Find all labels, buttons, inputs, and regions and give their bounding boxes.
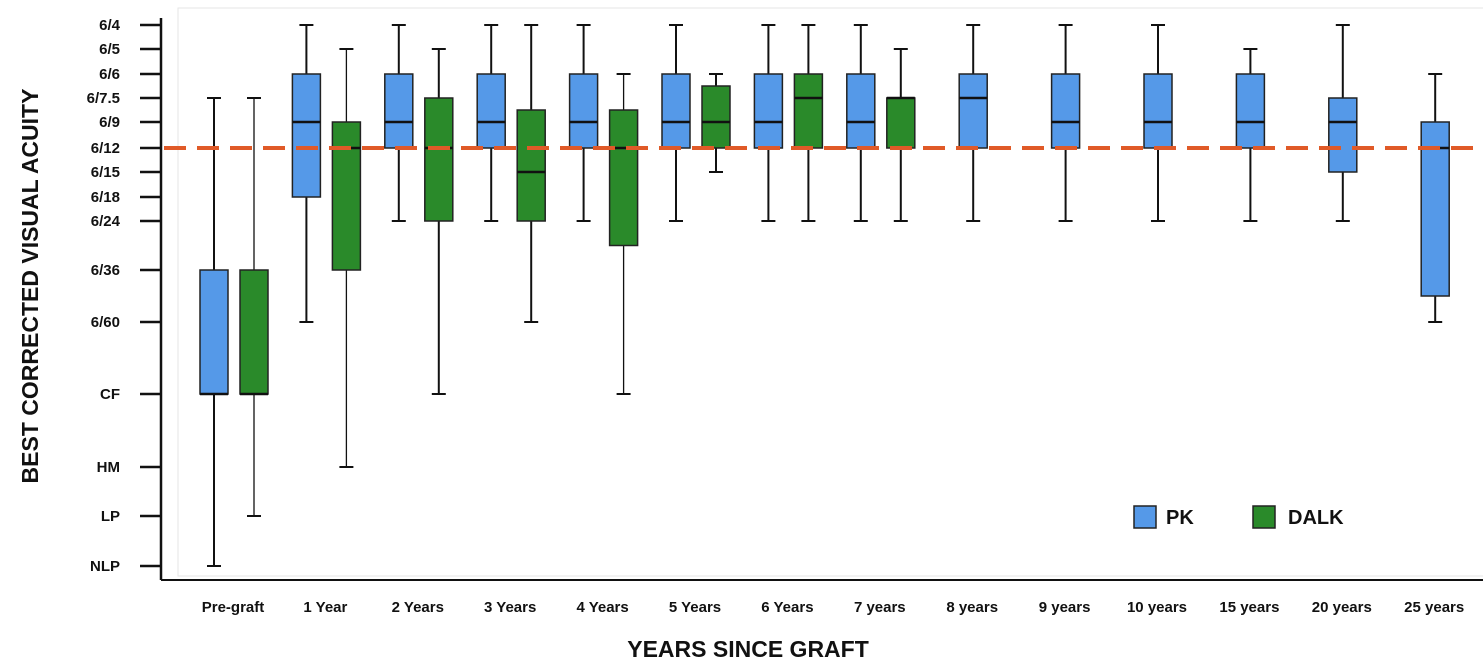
x-tick-label-10-years: 10 years	[1127, 599, 1187, 616]
x-tick-label-5-years: 5 Years	[669, 599, 721, 616]
box-iqr	[291, 73, 322, 198]
x-tick-label-25-years: 25 years	[1404, 599, 1464, 616]
x-tick-label-4-years: 4 Years	[576, 599, 628, 616]
box-iqr	[1328, 97, 1358, 173]
box-pk-pre-graft	[199, 97, 229, 567]
box-pk-20-years	[1328, 24, 1358, 222]
y-tick-label-6-12: 6/12	[91, 140, 120, 157]
y-tick-label-lp: LP	[101, 508, 120, 525]
y-tick-label-6-5: 6/5	[99, 41, 120, 58]
x-tick-label-8-years: 8 years	[946, 599, 998, 616]
box-iqr	[1143, 73, 1173, 149]
x-axis: Pre-graft 1 Year 2 Years 3 Years 4 Years 5 Ye…	[202, 599, 1464, 616]
box-iqr	[661, 73, 691, 149]
y-tick-label-6-36: 6/36	[91, 262, 120, 279]
y-tick-label-6-60: 6/60	[91, 314, 120, 331]
x-tick-label-3-years: 3 Years	[484, 599, 536, 616]
box-iqr	[384, 73, 414, 149]
box-iqr	[846, 73, 876, 149]
box-dalk-pre-graft	[239, 97, 269, 517]
box-dalk-5-years	[701, 73, 731, 173]
box-dalk-3-years	[516, 24, 546, 323]
y-tick-label-6-24: 6/24	[91, 213, 121, 230]
x-tick-label-pre-graft: Pre-graft	[202, 599, 265, 616]
y-tick-label-6-18: 6/18	[91, 189, 120, 206]
box-pk-4-years	[568, 24, 599, 222]
x-tick-label-15-years: 15 years	[1219, 599, 1279, 616]
y-axis: 6/4 6/5 6/6 6/7.5 6/9 6/12 6/15 6/18 6/24 6/36 6/6…	[87, 17, 1483, 581]
box-iqr	[793, 73, 824, 149]
box-iqr	[1420, 121, 1450, 297]
box-iqr	[568, 73, 599, 149]
y-tick-label-6-15: 6/15	[91, 164, 120, 181]
box-iqr	[424, 97, 454, 222]
legend-label-dalk: DALK	[1288, 507, 1344, 529]
box-iqr	[199, 269, 229, 395]
box-dalk-6-years	[793, 24, 824, 222]
y-axis-title: BEST CORRECTED VISUAL ACUITY	[17, 89, 43, 484]
box-dalk-4-years	[608, 73, 639, 395]
box-pk-9-years	[1050, 24, 1081, 222]
x-tick-label-7-years: 7 years	[854, 599, 906, 616]
box-pk-6-years	[753, 24, 784, 222]
x-axis-title: YEARS SINCE GRAFT	[627, 636, 869, 662]
box-iqr	[1050, 73, 1081, 149]
y-tick-label-nlp: NLP	[90, 558, 120, 575]
x-tick-label-2-years: 2 Years	[392, 599, 444, 616]
x-tick-label-1-year: 1 Year	[303, 599, 347, 616]
box-pk-7-years	[846, 24, 876, 222]
box-pk-2-years	[384, 24, 414, 222]
box-iqr	[608, 109, 639, 247]
box-dalk-1-year	[331, 48, 362, 468]
box-iqr	[1235, 73, 1266, 149]
legend: PK DALK	[1133, 505, 1344, 529]
plot-frame	[177, 7, 1483, 577]
x-tick-label-9-years: 9 years	[1039, 599, 1091, 616]
box-iqr	[701, 85, 731, 149]
box-pk-5-years	[661, 24, 691, 222]
y-tick-label-6-4: 6/4	[99, 17, 121, 34]
box-pk-1-year	[291, 24, 322, 323]
y-tick-label-hm: HM	[97, 459, 120, 476]
box-series	[199, 24, 1450, 567]
x-tick-label-6-years: 6 Years	[761, 599, 813, 616]
y-tick-label-6-9: 6/9	[99, 114, 120, 131]
legend-swatch-dalk	[1252, 505, 1276, 529]
box-iqr	[516, 109, 546, 222]
box-dalk-7-years	[886, 48, 916, 222]
box-pk-3-years	[476, 24, 506, 222]
legend-swatch-pk	[1133, 505, 1157, 529]
legend-label-pk: PK	[1166, 507, 1194, 529]
box-iqr	[958, 73, 988, 149]
y-tick-label-cf: CF	[100, 386, 120, 403]
box-iqr	[239, 269, 269, 395]
box-pk-15-years	[1235, 48, 1266, 222]
x-tick-label-20-years: 20 years	[1312, 599, 1372, 616]
box-pk-8-years	[958, 24, 988, 222]
box-iqr	[753, 73, 784, 149]
box-pk-10-years	[1143, 24, 1173, 222]
box-iqr	[476, 73, 506, 149]
box-dalk-2-years	[424, 48, 454, 395]
y-tick-label-6-6: 6/6	[99, 66, 120, 83]
box-iqr	[331, 121, 362, 271]
box-pk-25-years	[1420, 73, 1450, 323]
box-iqr	[886, 97, 916, 149]
y-tick-label-6-7-5: 6/7.5	[87, 90, 120, 107]
